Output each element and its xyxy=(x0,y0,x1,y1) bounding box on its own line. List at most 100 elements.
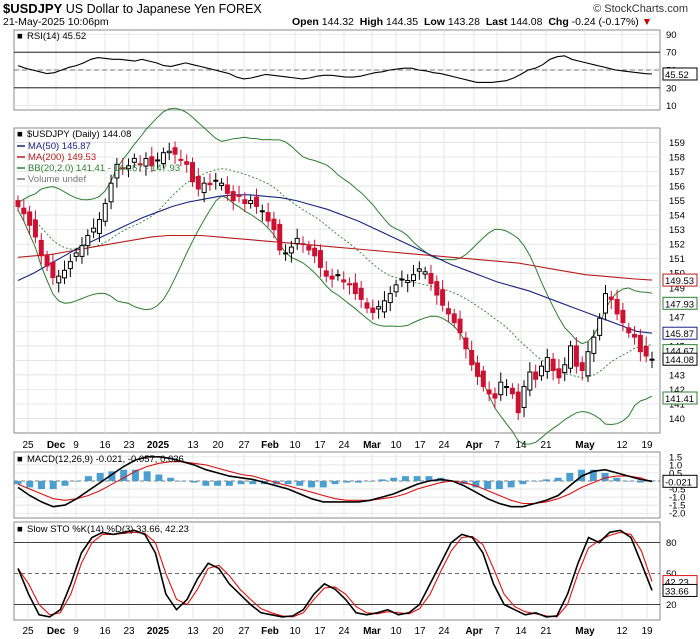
candle-body-31 xyxy=(195,176,201,190)
x-label-top-21: May xyxy=(575,440,595,451)
macd-tick-4: -0.5 xyxy=(669,485,685,496)
candle-body-81 xyxy=(486,389,492,395)
candle-body-30 xyxy=(189,162,195,183)
candle-body-57 xyxy=(347,283,353,286)
macd-hist-bar-50 xyxy=(601,472,609,481)
x-label-top-13: Mar xyxy=(363,440,381,451)
candle-body-13 xyxy=(91,227,97,233)
rsi-tick-70: 70 xyxy=(666,48,677,59)
x-label-bottom-8: 27 xyxy=(238,626,250,637)
candle-body-60 xyxy=(364,302,370,309)
x-label-top-2: 9 xyxy=(73,440,79,451)
macd-hist-bar-16 xyxy=(202,480,210,486)
candle-body-19 xyxy=(126,165,132,170)
macd-hist-bar-1 xyxy=(26,480,34,488)
candle-body-69 xyxy=(416,268,422,272)
candle-body-52 xyxy=(317,250,323,268)
price-tick-157: 157 xyxy=(669,167,685,178)
candle-body-20 xyxy=(131,158,137,163)
x-label-top-5: 2025 xyxy=(147,440,170,451)
macd-hist-bar-53 xyxy=(636,480,644,483)
candle-body-15 xyxy=(102,203,108,222)
candle-body-11 xyxy=(79,245,85,257)
candle-body-46 xyxy=(283,252,289,255)
bb-lower-band xyxy=(17,195,653,445)
candle-body-34 xyxy=(213,179,219,182)
x-label-bottom-11: 17 xyxy=(314,626,326,637)
low-value: 143.28 xyxy=(447,16,480,28)
x-label-bottom-2: 9 xyxy=(73,626,79,637)
price-tag-3: 144.67 xyxy=(665,347,694,358)
x-label-bottom-12: 24 xyxy=(338,626,350,637)
candle-body-88 xyxy=(527,371,533,391)
macd-hist-bar-15 xyxy=(190,480,198,483)
macd-hist-bar-11 xyxy=(143,471,151,481)
candle-body-51 xyxy=(312,247,318,257)
x-label-top-9: Feb xyxy=(261,440,279,451)
candle-body-93 xyxy=(556,368,562,379)
x-label-bottom-21: May xyxy=(575,626,595,637)
x-label-bottom-1: Dec xyxy=(47,626,66,637)
candle-body-67 xyxy=(405,280,411,284)
macd-hist-bar-6 xyxy=(84,476,92,481)
x-label-top-11: 17 xyxy=(314,440,326,451)
candle-body-87 xyxy=(521,386,527,408)
candle-body-1 xyxy=(21,207,27,215)
sto-k-tag: 33.66 xyxy=(665,586,689,597)
candle-body-108 xyxy=(643,345,649,357)
x-label-top-17: Apr xyxy=(465,440,482,451)
candle-body-47 xyxy=(288,246,294,254)
candle-body-49 xyxy=(300,243,306,246)
macd-hist-bar-14 xyxy=(178,480,186,482)
candle-body-80 xyxy=(480,370,486,388)
price-tick-156: 156 xyxy=(669,182,685,193)
x-label-bottom-16: 24 xyxy=(438,626,450,637)
candle-body-25 xyxy=(160,152,166,164)
candle-body-28 xyxy=(178,158,184,161)
candle-body-9 xyxy=(67,261,73,270)
rsi-tick-90: 90 xyxy=(666,30,677,41)
price-tick-153: 153 xyxy=(669,225,685,236)
macd-hist-bar-19 xyxy=(237,480,245,485)
candle-body-79 xyxy=(475,362,481,377)
sto-d-line xyxy=(17,531,653,618)
candle-body-94 xyxy=(562,364,568,374)
macd-last-tag: -0.021 xyxy=(665,477,692,488)
x-label-top-3: 16 xyxy=(99,440,111,451)
candle-body-36 xyxy=(224,184,230,194)
x-label-bottom-5: 2025 xyxy=(147,626,170,637)
candle-body-39 xyxy=(242,199,248,205)
x-label-bottom-17: Apr xyxy=(465,626,482,637)
price-tag-4: 144.08 xyxy=(665,355,694,366)
macd-hist-bar-2 xyxy=(37,480,45,490)
sto-legend-swatch: ■ xyxy=(17,524,23,535)
price-tag-4-box xyxy=(662,352,698,366)
candle-body-0 xyxy=(15,200,21,207)
bb-upper-band xyxy=(17,107,653,345)
ma200-line xyxy=(17,234,653,281)
macd-signal-line xyxy=(17,461,653,505)
macd-tick-0: 1.5 xyxy=(669,452,682,463)
price-tick-159: 159 xyxy=(669,138,685,149)
price-tick-149: 149 xyxy=(669,283,685,294)
high-value: 144.35 xyxy=(385,16,419,28)
price-tick-142: 142 xyxy=(669,385,685,396)
macd-hist-bar-44 xyxy=(531,480,539,482)
macd-hist-bar-17 xyxy=(214,480,222,486)
x-label-bottom-0: 25 xyxy=(22,626,34,637)
x-label-top-22: 12 xyxy=(616,440,628,451)
x-label-bottom-19: 14 xyxy=(515,626,527,637)
macd-hist-bar-49 xyxy=(589,469,597,481)
price-tag-0-box xyxy=(662,273,698,287)
chart-title: $USDJPY US Dollar to Japanese Yen FOREX xyxy=(3,1,262,16)
candle-body-24 xyxy=(155,159,161,162)
candle-body-106 xyxy=(632,334,638,338)
price-tick-140: 140 xyxy=(669,414,685,425)
x-label-bottom-13: Mar xyxy=(363,626,381,637)
price-title: $USDJPY (Daily) 144.08 xyxy=(27,129,131,140)
chg-label: Chg xyxy=(548,16,569,28)
sto-tick-80: 80 xyxy=(666,538,677,549)
high-label: High xyxy=(359,16,384,28)
macd-hist-bar-28 xyxy=(343,480,351,483)
macd-hist-bar-30 xyxy=(366,480,374,482)
